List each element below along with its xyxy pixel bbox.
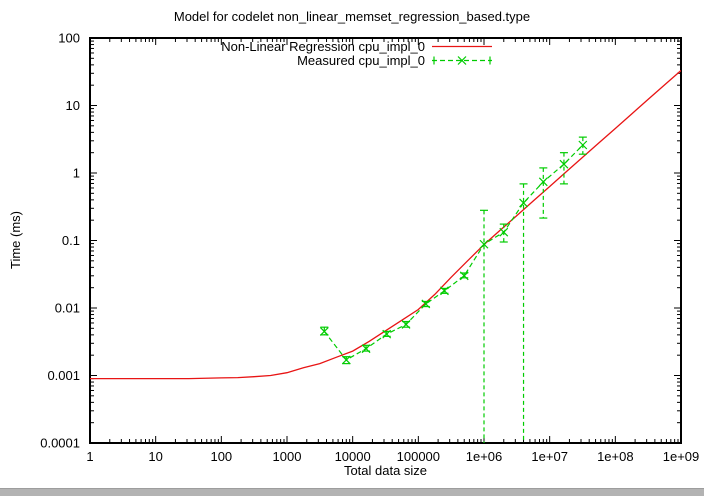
x-tick-label: 1e+09 [663,449,700,464]
x-tick-label: 10000 [335,449,371,464]
y-tick-label: 1 [73,166,80,181]
x-tick-label: 1e+06 [466,449,503,464]
x-tick-label: 1e+07 [531,449,568,464]
measured-point-marker [538,177,548,187]
measured-point-marker [499,227,509,237]
measured-point-marker [361,344,371,354]
y-tick-label: 100 [58,31,80,46]
x-tick-labels: 1 10 100 1000 10000 100000 1e+06 1e+07 1e+08 1e+0… [86,449,699,464]
y-tick-label: 0.1 [62,233,80,248]
window-bottom-edge [0,488,704,496]
measured-point-marker [559,159,569,169]
y-tick-labels: 100 10 1 0.1 0.01 0.001 0.0001 [40,31,80,451]
legend-label-regression: Non-Linear Regression cpu_impl_0 [221,39,425,54]
measured-series [319,136,588,443]
measured-point-marker [578,140,588,150]
legend-sample-measured-line [432,56,492,65]
x-tick-label: 100000 [397,449,440,464]
axis-ticks [89,37,682,444]
regression-line [90,70,681,380]
measured-point-marker [382,329,392,339]
regression-series [90,70,681,380]
legend-label-measured: Measured cpu_impl_0 [297,53,425,68]
x-axis-title: Total data size [343,463,428,478]
measured-point-marker [479,239,489,249]
x-tick-label: 1e+08 [597,449,634,464]
x-tick-label: 1000 [273,449,302,464]
legend-samples [432,45,492,65]
measured-point-marker [341,355,351,365]
y-tick-label: 0.0001 [40,436,80,451]
measured-point-marker [421,299,431,309]
measured-point-marker [401,320,411,329]
x-tick-label: 1 [86,449,93,464]
x-tick-label: 10 [148,449,162,464]
y-tick-label: 0.001 [47,368,80,383]
chart-title: Model for codelet non_linear_memset_regr… [173,9,531,24]
y-tick-label: 10 [66,98,80,113]
plot-frame [89,37,682,444]
measured-point-marker [519,198,528,208]
measured-point-marker [440,286,449,296]
measured-line [323,144,584,361]
y-tick-label: 0.01 [55,301,80,316]
measured-point-marker [319,326,329,336]
y-axis-title: Time (ms) [8,211,23,270]
x-tick-label: 100 [210,449,232,464]
measured-point-marker [459,271,469,281]
